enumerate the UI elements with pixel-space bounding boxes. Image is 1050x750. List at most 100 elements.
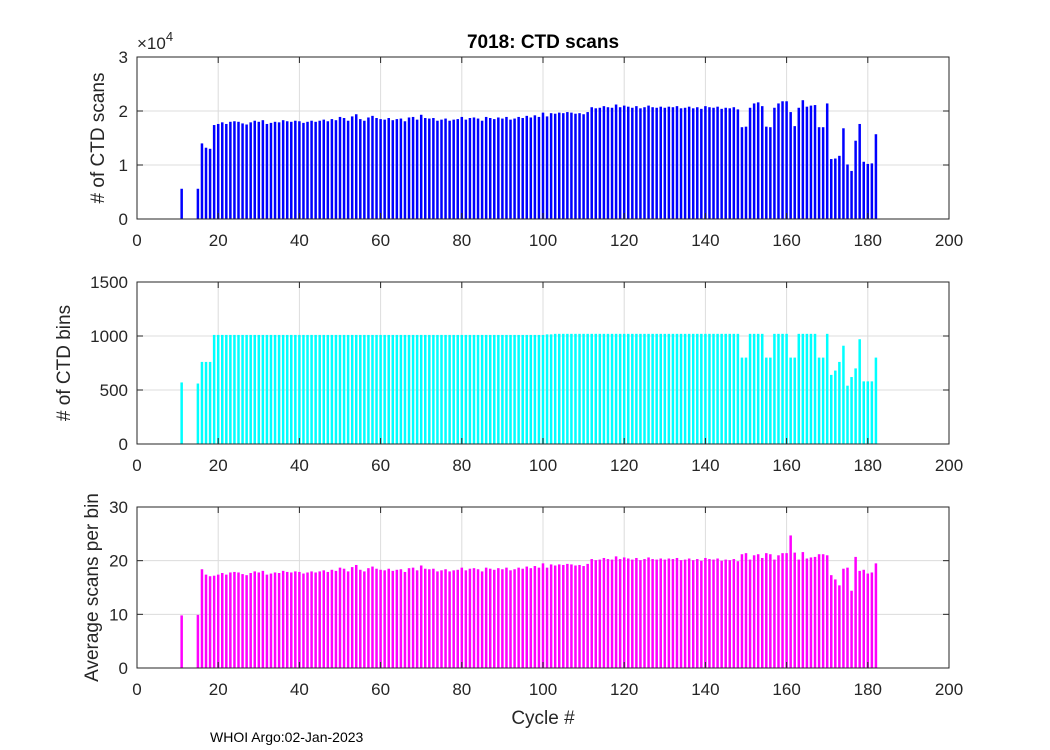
bar-cycle-114 xyxy=(598,107,602,219)
bar-cycle-129 xyxy=(659,558,662,668)
bar-cycle-38 xyxy=(290,334,293,444)
bar-cycle-131 xyxy=(667,333,671,444)
bar-cycle-155 xyxy=(765,553,768,668)
bar-cycle-11 xyxy=(180,188,183,219)
bar-cycle-165 xyxy=(805,106,809,219)
x-tick-label: 0 xyxy=(132,456,141,475)
bar-cycle-75 xyxy=(440,119,443,219)
x-tick-label: 160 xyxy=(772,680,800,699)
bar-cycle-171 xyxy=(830,159,833,219)
bar-cycle-41 xyxy=(302,334,305,444)
bar-cycle-108 xyxy=(574,113,577,219)
bar-cycle-163 xyxy=(797,107,801,219)
bar-cycle-162 xyxy=(793,552,796,668)
bar-cycle-78 xyxy=(452,119,455,219)
bar-cycle-49 xyxy=(334,570,338,668)
bar-cycle-57 xyxy=(367,568,370,668)
x-tick-label: 120 xyxy=(610,680,638,699)
bar-cycle-42 xyxy=(306,334,309,444)
bar-cycle-125 xyxy=(643,333,646,444)
figure-title: 7018: CTD scans xyxy=(467,32,619,53)
bar-cycle-77 xyxy=(448,334,451,444)
bar-cycle-153 xyxy=(756,333,760,444)
bar-cycle-92 xyxy=(509,570,512,668)
bar-cycle-110 xyxy=(582,333,585,444)
bar-cycle-77 xyxy=(448,120,451,219)
bar-cycle-40 xyxy=(298,571,301,668)
bar-cycle-101 xyxy=(545,567,549,668)
bar-cycle-51 xyxy=(342,334,346,444)
bar-cycle-81 xyxy=(464,334,468,444)
panel-3: 0 20 40 60 80 100 120 140 160 180 200 0 10 20 30 Averag… xyxy=(82,493,963,699)
bar-cycle-104 xyxy=(557,333,561,444)
bar-cycle-117 xyxy=(610,107,614,219)
bar-cycle-73 xyxy=(432,568,435,668)
bar-cycle-16 xyxy=(200,143,204,219)
bar-cycle-170 xyxy=(825,103,829,219)
bar-cycle-130 xyxy=(663,107,667,219)
bar-cycle-138 xyxy=(696,559,699,668)
bar-cycle-49 xyxy=(334,334,338,444)
bar-cycle-74 xyxy=(436,120,439,219)
bar-cycle-150 xyxy=(744,553,748,668)
bar-cycle-98 xyxy=(533,566,537,668)
bar-cycle-179 xyxy=(862,381,865,444)
bar-cycle-85 xyxy=(480,334,484,444)
bar-cycle-113 xyxy=(594,333,598,444)
bar-cycle-51 xyxy=(342,118,346,219)
bar-cycle-111 xyxy=(586,333,589,444)
bar-cycle-108 xyxy=(574,333,577,444)
bar-cycle-117 xyxy=(610,559,614,668)
bar-cycle-86 xyxy=(484,116,488,219)
bar-cycle-146 xyxy=(728,560,732,668)
bar-cycle-164 xyxy=(801,333,805,444)
bar-cycle-43 xyxy=(310,571,313,668)
bar-cycle-35 xyxy=(277,573,281,668)
bar-cycle-67 xyxy=(407,568,411,668)
bar-cycle-47 xyxy=(326,571,330,668)
bar-cycle-148 xyxy=(736,333,740,444)
bar-cycle-158 xyxy=(777,103,780,219)
bar-cycle-141 xyxy=(708,333,711,444)
x-tick-label: 100 xyxy=(529,680,557,699)
bar-cycle-68 xyxy=(411,567,415,668)
bar-cycle-149 xyxy=(740,127,744,219)
bar-cycle-139 xyxy=(700,560,703,668)
bar-cycle-57 xyxy=(367,117,370,219)
bar-cycle-21 xyxy=(221,334,224,444)
bar-cycle-116 xyxy=(606,559,610,668)
bar-cycle-18 xyxy=(208,361,212,444)
bar-cycle-165 xyxy=(805,558,809,668)
bar-cycle-80 xyxy=(460,334,464,444)
bar-cycle-139 xyxy=(700,333,703,444)
bar-cycle-86 xyxy=(484,567,488,668)
bar-cycle-96 xyxy=(525,566,529,668)
bar-cycle-21 xyxy=(221,573,224,668)
bar-cycle-32 xyxy=(265,123,269,219)
bar-cycle-155 xyxy=(765,126,768,219)
bar-cycle-45 xyxy=(318,120,321,219)
bar-cycle-134 xyxy=(679,333,683,444)
y-tick-label: 30 xyxy=(109,498,128,517)
y-tick-label: 0 xyxy=(119,659,128,678)
bar-cycle-48 xyxy=(330,334,334,444)
bar-cycle-60 xyxy=(379,119,382,219)
bar-cycle-179 xyxy=(862,161,865,219)
bar-cycle-162 xyxy=(793,357,796,444)
bar-cycle-37 xyxy=(285,571,289,668)
bar-cycle-43 xyxy=(310,120,313,219)
bar-cycle-82 xyxy=(468,568,472,668)
bar-cycle-133 xyxy=(675,557,679,668)
bar-cycle-44 xyxy=(314,334,317,444)
bar-cycle-132 xyxy=(671,333,675,444)
bar-cycle-78 xyxy=(452,334,455,444)
bar-cycle-93 xyxy=(513,118,516,219)
bar-cycle-159 xyxy=(781,333,784,444)
bar-cycle-152 xyxy=(752,333,756,444)
bar-cycle-118 xyxy=(614,104,618,219)
bar-cycle-172 xyxy=(834,158,837,219)
bar-cycle-31 xyxy=(261,120,265,219)
bar-cycle-140 xyxy=(704,106,707,219)
bar-cycle-79 xyxy=(456,334,459,444)
